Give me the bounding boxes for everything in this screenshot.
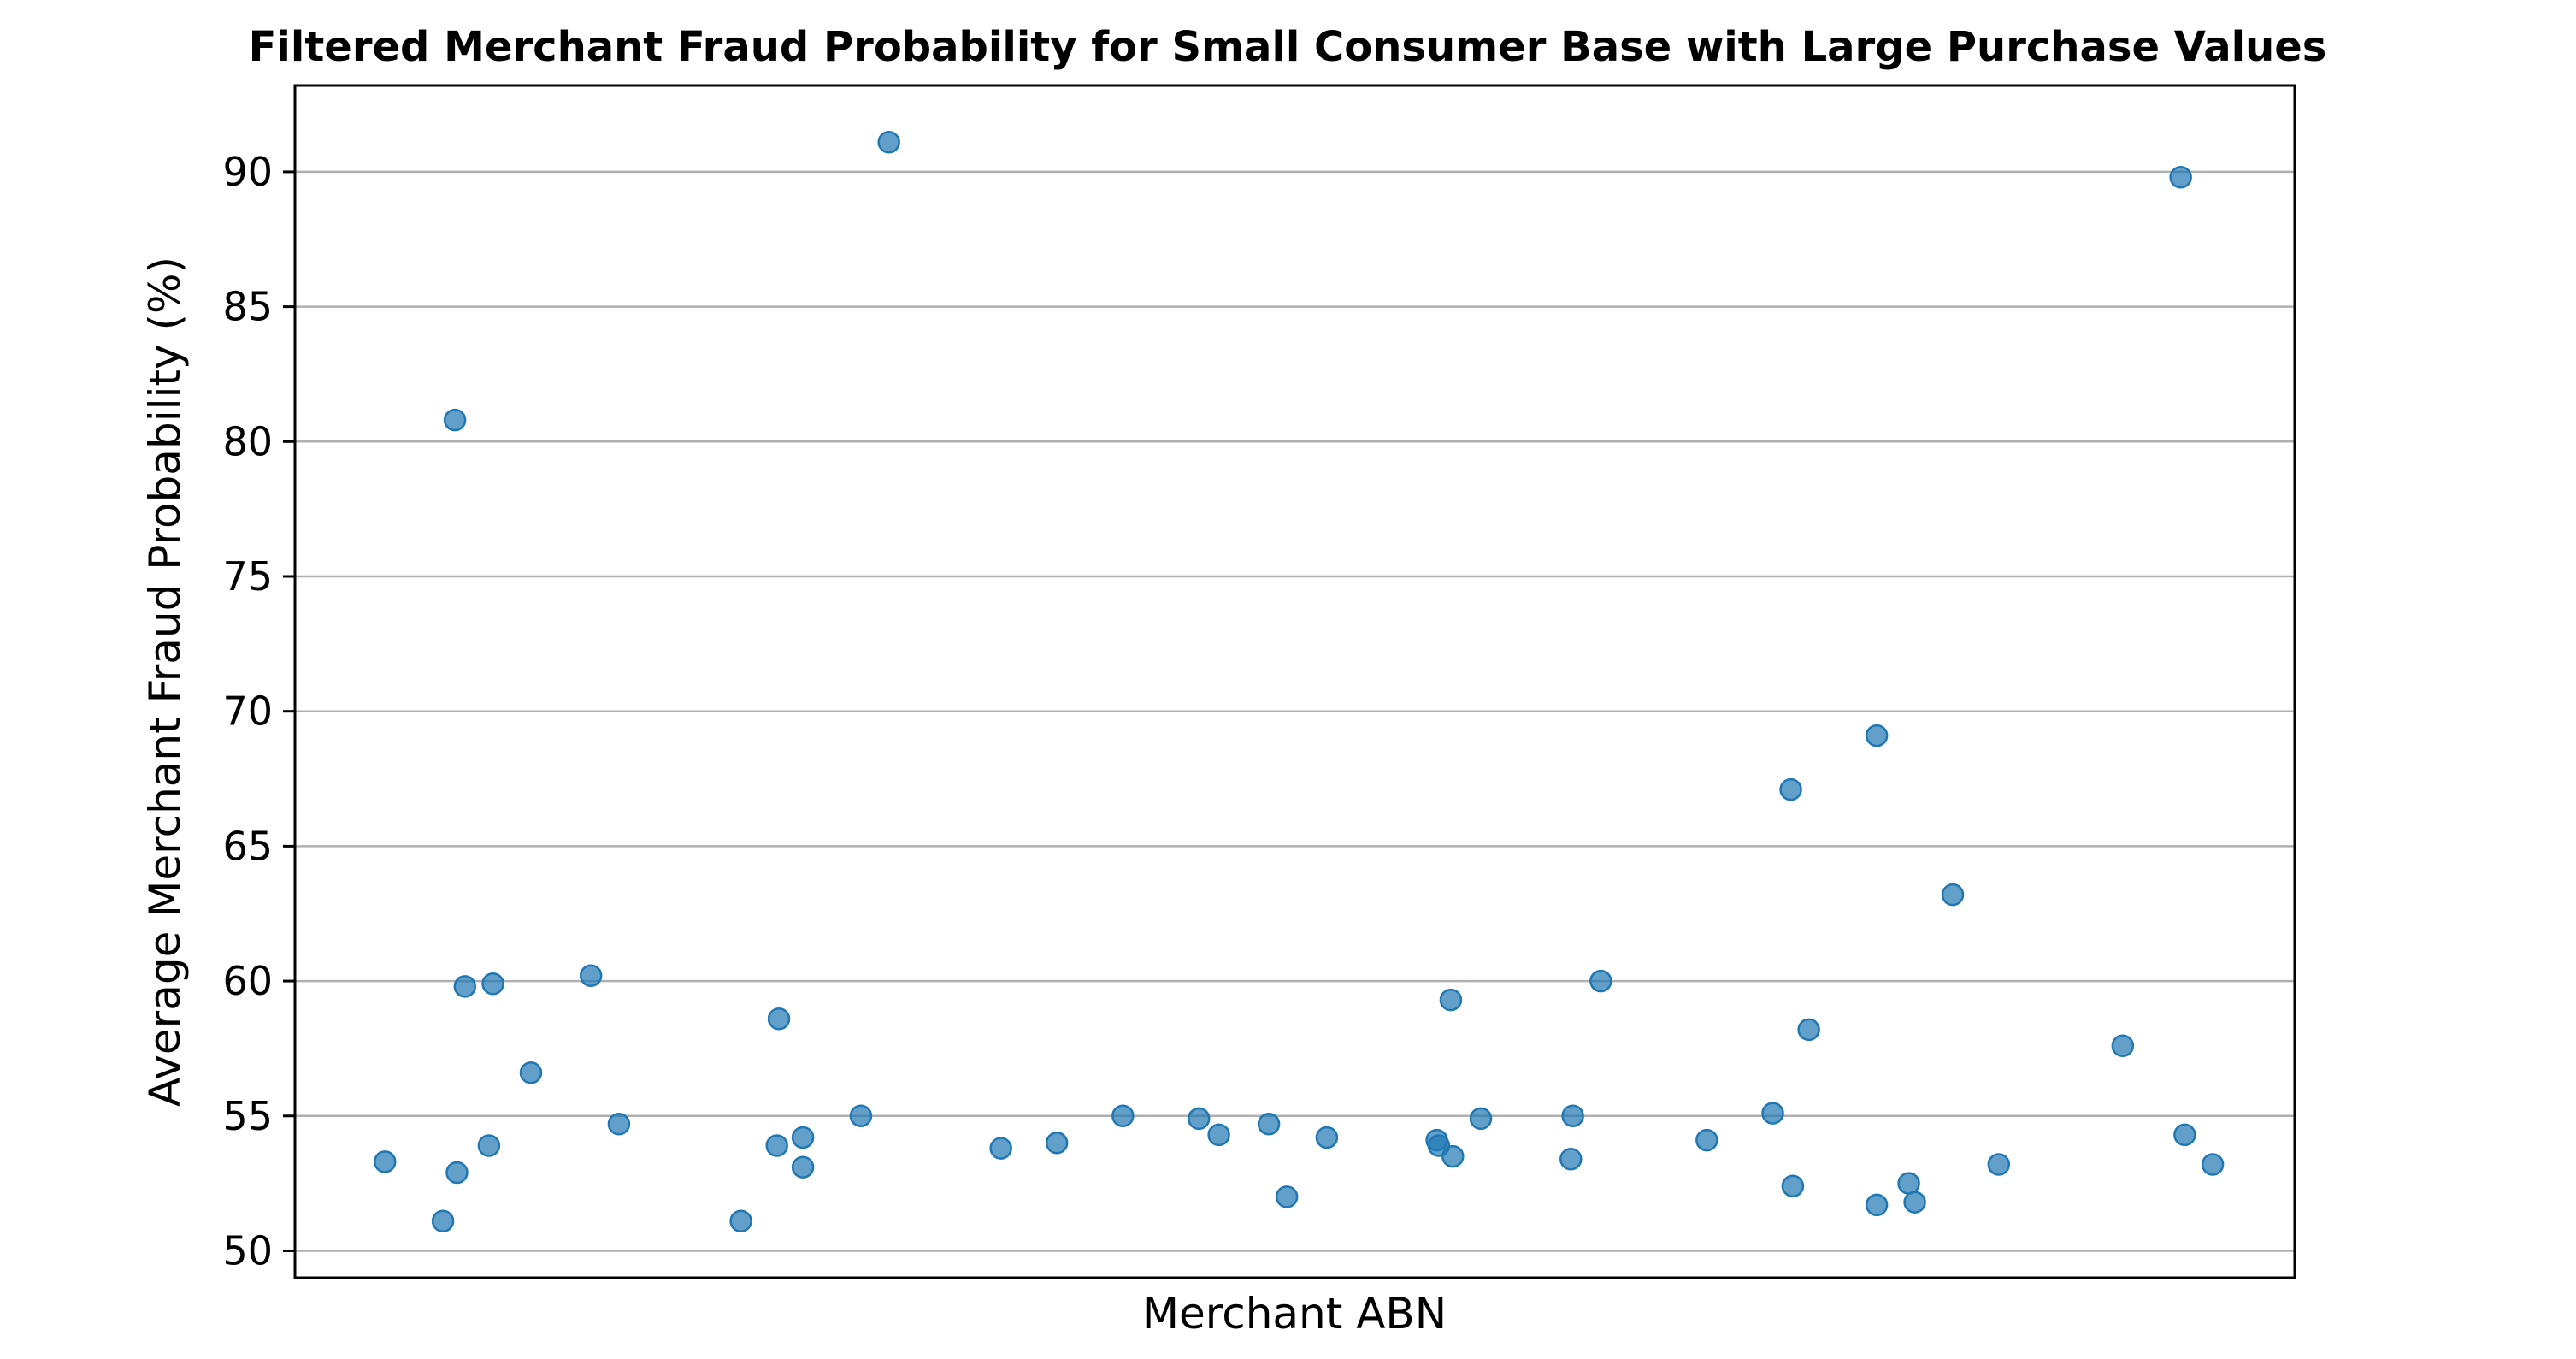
data-point — [1695, 1128, 1718, 1152]
y-tick-label: 85 — [222, 284, 273, 330]
data-point — [1781, 1174, 1805, 1198]
data-point — [1559, 1147, 1583, 1171]
data-point — [2201, 1153, 2225, 1176]
y-tick-label: 80 — [222, 418, 273, 464]
y-axis-ticks: 50 55 60 65 70 75 80 85 90 — [222, 149, 295, 1273]
x-axis-label: Merchant ABN — [1142, 1289, 1447, 1338]
plot-frame — [293, 84, 2296, 1279]
data-point — [1897, 1172, 1920, 1195]
data-point — [1187, 1107, 1211, 1131]
data-point — [1941, 883, 1965, 907]
data-point — [1439, 988, 1463, 1012]
data-point — [1797, 1018, 1820, 1042]
data-point — [1903, 1191, 1926, 1214]
data-point — [767, 1007, 791, 1031]
data-point — [453, 975, 477, 998]
data-point — [1207, 1123, 1230, 1147]
data-point — [481, 972, 504, 996]
chart-title: Filtered Merchant Fraud Probability for … — [249, 23, 2327, 71]
y-tick-label: 90 — [222, 149, 273, 195]
data-point — [1111, 1104, 1135, 1128]
data-point — [1315, 1126, 1339, 1149]
data-point — [2173, 1123, 2196, 1147]
data-point — [607, 1112, 631, 1136]
data-point — [374, 1150, 397, 1173]
data-point — [579, 964, 603, 988]
y-tick-label: 75 — [222, 553, 273, 600]
data-point — [2111, 1034, 2135, 1058]
data-point — [1561, 1104, 1584, 1128]
data-point — [1761, 1102, 1784, 1125]
data-point — [765, 1134, 788, 1157]
data-point — [849, 1104, 873, 1128]
data-point — [1779, 777, 1802, 801]
data-points — [374, 130, 2225, 1233]
data-point — [729, 1209, 752, 1233]
gridlines — [295, 170, 2295, 1252]
data-point — [431, 1209, 455, 1233]
data-point — [1987, 1153, 2011, 1176]
data-point — [791, 1126, 815, 1149]
data-point — [1441, 1144, 1465, 1168]
data-point — [1589, 969, 1612, 993]
y-axis-label: Average Merchant Fraud Probability (%) — [140, 257, 190, 1107]
data-point — [1469, 1107, 1493, 1131]
data-point — [519, 1061, 543, 1084]
data-point — [445, 1161, 469, 1185]
data-point — [2169, 165, 2192, 189]
y-tick-label: 60 — [222, 958, 273, 1004]
data-point — [989, 1137, 1012, 1160]
data-point — [791, 1155, 815, 1179]
y-tick-label: 70 — [222, 688, 273, 735]
y-tick-label: 50 — [222, 1227, 273, 1273]
data-point — [1257, 1112, 1281, 1136]
data-point — [477, 1134, 501, 1157]
y-tick-label: 65 — [222, 823, 273, 869]
y-tick-label: 55 — [222, 1093, 273, 1139]
data-point — [1275, 1185, 1299, 1208]
data-point — [877, 130, 900, 154]
data-point — [1865, 724, 1889, 747]
data-point — [1045, 1132, 1069, 1155]
data-point — [443, 408, 467, 432]
data-point — [1865, 1193, 1889, 1217]
